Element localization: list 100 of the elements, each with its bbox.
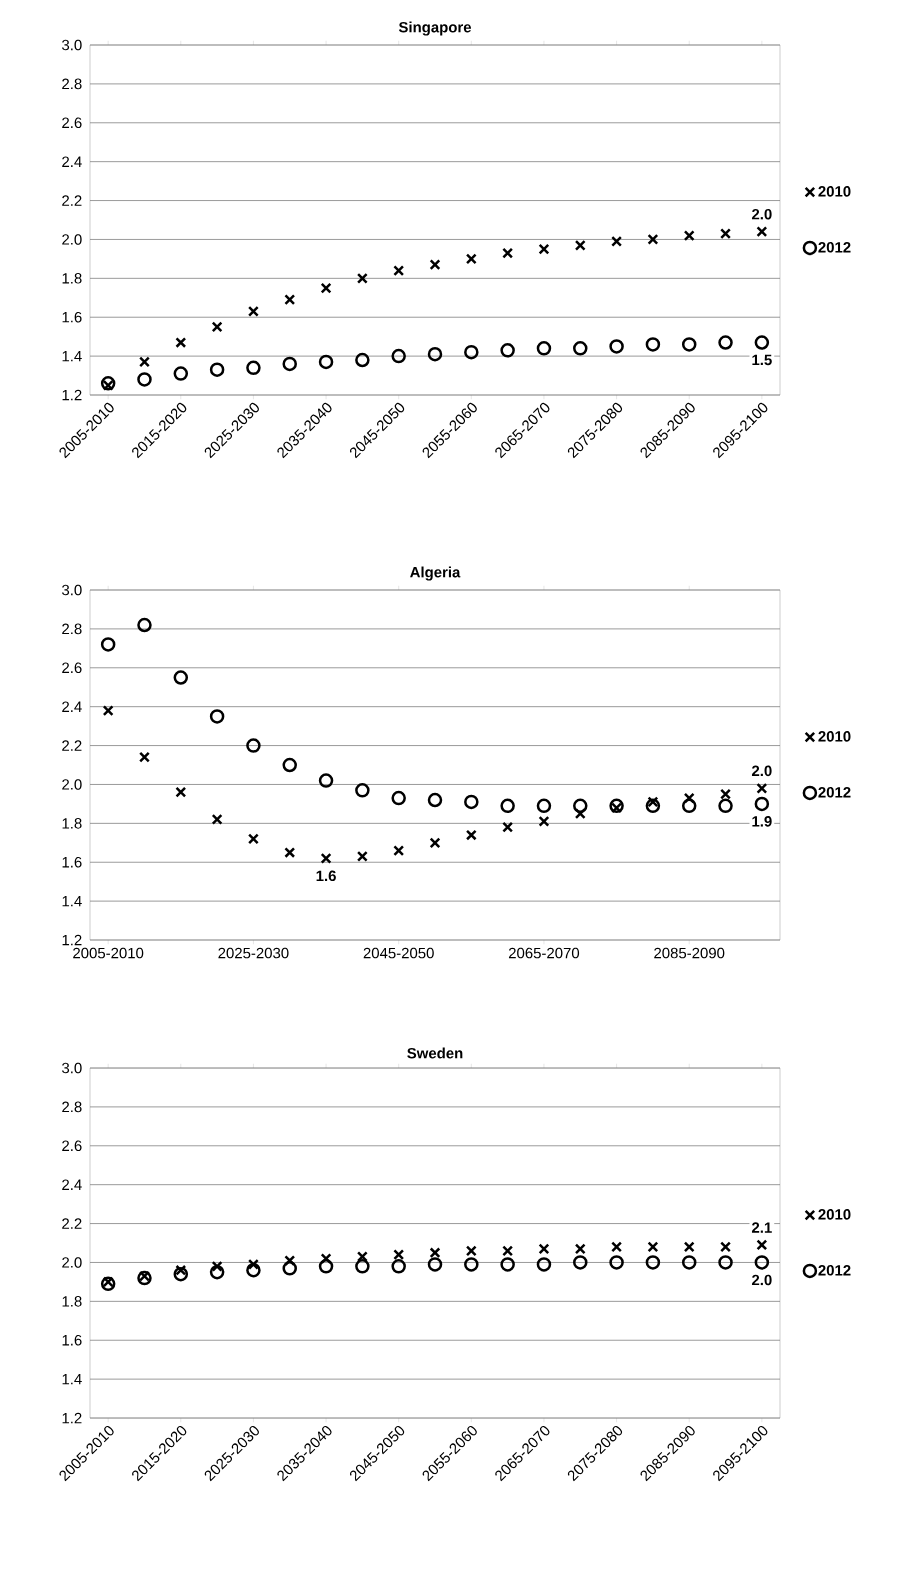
y-tick-label: 1.4 [62,350,82,362]
point [718,335,733,350]
y-tick-label: 2.2 [62,740,82,751]
point [391,348,406,364]
point [611,235,623,247]
point [538,1243,550,1255]
point [465,253,477,265]
point [502,247,514,259]
point [756,782,768,794]
annotation: 1.5 [752,354,772,366]
point [173,366,189,381]
point [500,1257,515,1272]
point [720,788,732,800]
point [720,228,732,240]
point [720,1241,732,1253]
y-tick-label: 2.0 [62,779,82,790]
point [681,1255,697,1270]
point [754,1255,770,1270]
annotation: 2.0 [751,208,772,220]
y-tick-label: 3.0 [62,39,82,51]
point [318,773,334,788]
point [573,798,588,814]
point [681,337,697,352]
point [318,354,334,370]
point [175,337,187,348]
point [246,738,261,753]
y-tick-label: 1.2 [62,1412,82,1424]
point [500,343,515,358]
y-tick-label: 1.8 [62,818,82,829]
point [284,294,296,306]
x-tick-label: 2085-2090 [654,947,725,959]
y-tick-label: 2.6 [62,117,82,129]
legend-label: 2012 [818,1265,851,1276]
point [754,335,770,350]
y-tick-label: 1.4 [62,895,82,907]
point [502,821,514,833]
point [137,617,152,633]
point [429,837,441,849]
point [356,272,368,284]
y-tick-label: 2.4 [62,156,82,167]
point [320,282,332,294]
point [247,305,259,317]
y-tick-label: 2.2 [62,1218,82,1229]
point [211,321,223,333]
point [427,346,443,362]
point [464,344,479,360]
point [284,847,296,858]
y-tick-label: 1.2 [62,934,82,946]
point [465,829,477,841]
y-tick-label: 1.8 [62,1296,82,1307]
point [355,783,370,798]
y-tick-label: 2.0 [62,1257,82,1268]
point [427,792,443,808]
point [536,798,552,814]
point [574,239,586,251]
point [138,1270,150,1282]
point [718,1255,733,1270]
y-tick-label: 1.8 [62,273,82,284]
y-tick-label: 1.6 [62,311,82,323]
point [173,670,189,685]
chart-title: Algeria [410,566,461,581]
point [609,1255,624,1270]
point [138,356,150,368]
x-tick-label: 2065-2070 [508,947,580,959]
point [647,1241,659,1253]
legend-label: 2012 [818,241,851,253]
point [464,1257,479,1272]
point [393,845,405,857]
x-tick-label: 2005-2010 [73,947,144,959]
x-tick-label: 2025-2030 [218,947,289,959]
point [173,1266,189,1282]
point [246,1262,261,1278]
point [464,794,479,810]
point [393,265,405,277]
point [355,1259,370,1274]
chart-title: Sweden [407,1047,463,1059]
chart-title: Singapore [398,21,472,36]
annotation: 1.9 [752,816,772,827]
point [247,833,259,845]
point [573,1255,588,1270]
point [756,1239,768,1251]
point [102,705,114,717]
y-tick-label: 3.0 [62,584,82,596]
legend-label: 2010 [818,1209,851,1220]
point [211,813,223,825]
point [175,786,187,798]
point [465,1245,477,1257]
legend-label: 2010 [818,186,851,197]
point [645,798,661,814]
point [137,372,152,387]
point [429,259,441,271]
point [500,798,515,814]
point [538,815,550,827]
point [209,1264,225,1280]
annotation: 2.0 [751,1274,772,1286]
y-tick-label: 3.0 [62,1062,82,1074]
point [756,226,768,238]
point [609,798,624,814]
y-tick-label: 1.2 [62,389,82,401]
legend-label: 2012 [818,787,851,798]
